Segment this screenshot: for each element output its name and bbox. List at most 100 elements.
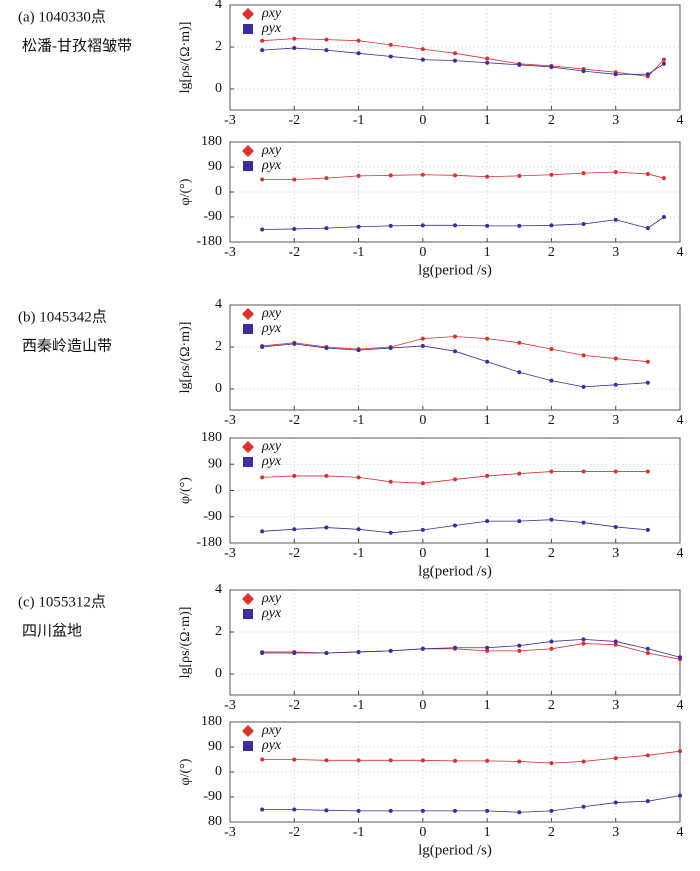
x-tick-label: 4 bbox=[677, 698, 684, 713]
data-point bbox=[324, 346, 329, 351]
x-tick-label: 2 bbox=[548, 698, 555, 713]
data-point bbox=[661, 61, 666, 66]
data-point bbox=[549, 64, 554, 69]
legend-marker bbox=[242, 145, 254, 157]
y-axis-label: lg[ρs/(Ω·m)] bbox=[178, 22, 193, 94]
legend-label: ρxy bbox=[261, 439, 282, 454]
x-tick-label: 1 bbox=[484, 113, 491, 128]
data-point bbox=[420, 481, 425, 486]
x-tick-label: 1 bbox=[484, 698, 491, 713]
data-point bbox=[549, 639, 554, 644]
x-tick-label: 2 bbox=[548, 546, 555, 561]
data-point bbox=[613, 356, 618, 361]
data-point bbox=[517, 62, 522, 67]
data-point bbox=[260, 651, 265, 655]
data-point bbox=[420, 343, 425, 348]
data-point bbox=[645, 171, 650, 176]
data-point bbox=[517, 519, 522, 524]
data-point bbox=[581, 353, 586, 358]
series-line bbox=[262, 750, 681, 764]
x-tick-label: 0 bbox=[419, 113, 426, 128]
data-point bbox=[581, 469, 586, 474]
data-point bbox=[453, 58, 457, 63]
data-point bbox=[324, 176, 329, 181]
data-point bbox=[581, 384, 586, 389]
x-tick-label: 3 bbox=[612, 245, 619, 260]
panel-region: 西秦岭造山带 bbox=[22, 337, 112, 354]
x-tick-label: 3 bbox=[612, 825, 619, 840]
y-tick-label: 0 bbox=[215, 764, 222, 779]
data-point bbox=[388, 808, 393, 813]
data-point bbox=[324, 37, 329, 42]
y-tick-label: 0 bbox=[215, 184, 222, 199]
data-point bbox=[453, 808, 457, 813]
legend-label: ρxy bbox=[261, 591, 282, 606]
x-tick-label: 3 bbox=[612, 546, 619, 561]
x-tick-label: 2 bbox=[548, 245, 555, 260]
data-point bbox=[388, 223, 393, 228]
data-point bbox=[388, 530, 393, 535]
data-point bbox=[661, 176, 666, 181]
x-tick-label: -2 bbox=[288, 113, 300, 128]
legend-marker bbox=[242, 725, 254, 737]
data-point bbox=[292, 226, 297, 231]
data-point bbox=[613, 756, 618, 761]
data-point bbox=[388, 54, 393, 59]
x-tick-label: 4 bbox=[677, 113, 684, 128]
legend-label: ρyx bbox=[261, 321, 282, 336]
panel-region: 松潘-甘孜褶皱带 bbox=[22, 37, 132, 54]
series-line bbox=[262, 643, 681, 660]
data-point bbox=[485, 758, 490, 763]
y-tick-label: 180 bbox=[201, 714, 222, 729]
data-point bbox=[613, 524, 618, 529]
data-point bbox=[645, 226, 650, 231]
legend-marker bbox=[242, 308, 254, 320]
data-point bbox=[260, 48, 265, 53]
plot-frame bbox=[229, 304, 681, 411]
panel-region: 四川盆地 bbox=[22, 622, 82, 639]
data-point bbox=[260, 227, 265, 232]
data-point bbox=[581, 804, 586, 809]
data-point bbox=[388, 346, 393, 351]
data-point bbox=[517, 643, 522, 648]
data-point bbox=[420, 223, 425, 228]
x-tick-label: -3 bbox=[224, 698, 236, 713]
data-point bbox=[485, 645, 490, 650]
y-tick-label: -90 bbox=[203, 509, 222, 524]
data-point bbox=[485, 359, 490, 364]
x-tick-label: -1 bbox=[353, 546, 365, 561]
data-point bbox=[549, 808, 554, 813]
data-point bbox=[292, 46, 297, 51]
panel-label: (b) 1045342点 bbox=[18, 308, 107, 325]
data-point bbox=[356, 808, 361, 813]
data-point bbox=[260, 38, 265, 43]
legend-label: ρxy bbox=[261, 143, 282, 158]
data-point bbox=[645, 469, 650, 474]
x-tick-label: 1 bbox=[484, 825, 491, 840]
data-point bbox=[420, 527, 425, 532]
data-point bbox=[485, 519, 490, 524]
x-tick-label: 1 bbox=[484, 245, 491, 260]
data-point bbox=[517, 759, 522, 764]
x-tick-label: 2 bbox=[548, 413, 555, 428]
legend-label: ρyx bbox=[261, 738, 282, 753]
data-point bbox=[453, 349, 457, 354]
data-point bbox=[292, 807, 297, 812]
y-tick-label: 0 bbox=[215, 81, 222, 96]
series-line bbox=[262, 638, 681, 658]
x-tick-label: 1 bbox=[484, 546, 491, 561]
x-tick-label: -2 bbox=[288, 825, 300, 840]
data-point bbox=[292, 651, 297, 655]
data-point bbox=[678, 655, 682, 660]
data-point bbox=[517, 173, 522, 178]
legend-label: ρxy bbox=[261, 6, 282, 21]
data-point bbox=[260, 757, 265, 762]
series-line bbox=[262, 795, 681, 813]
x-tick-label: 0 bbox=[419, 825, 426, 840]
data-point bbox=[485, 174, 490, 179]
x-tick-label: -2 bbox=[288, 245, 300, 260]
x-tick-label: 4 bbox=[677, 546, 684, 561]
data-point bbox=[388, 479, 393, 484]
legend-label: ρxy bbox=[261, 723, 282, 738]
